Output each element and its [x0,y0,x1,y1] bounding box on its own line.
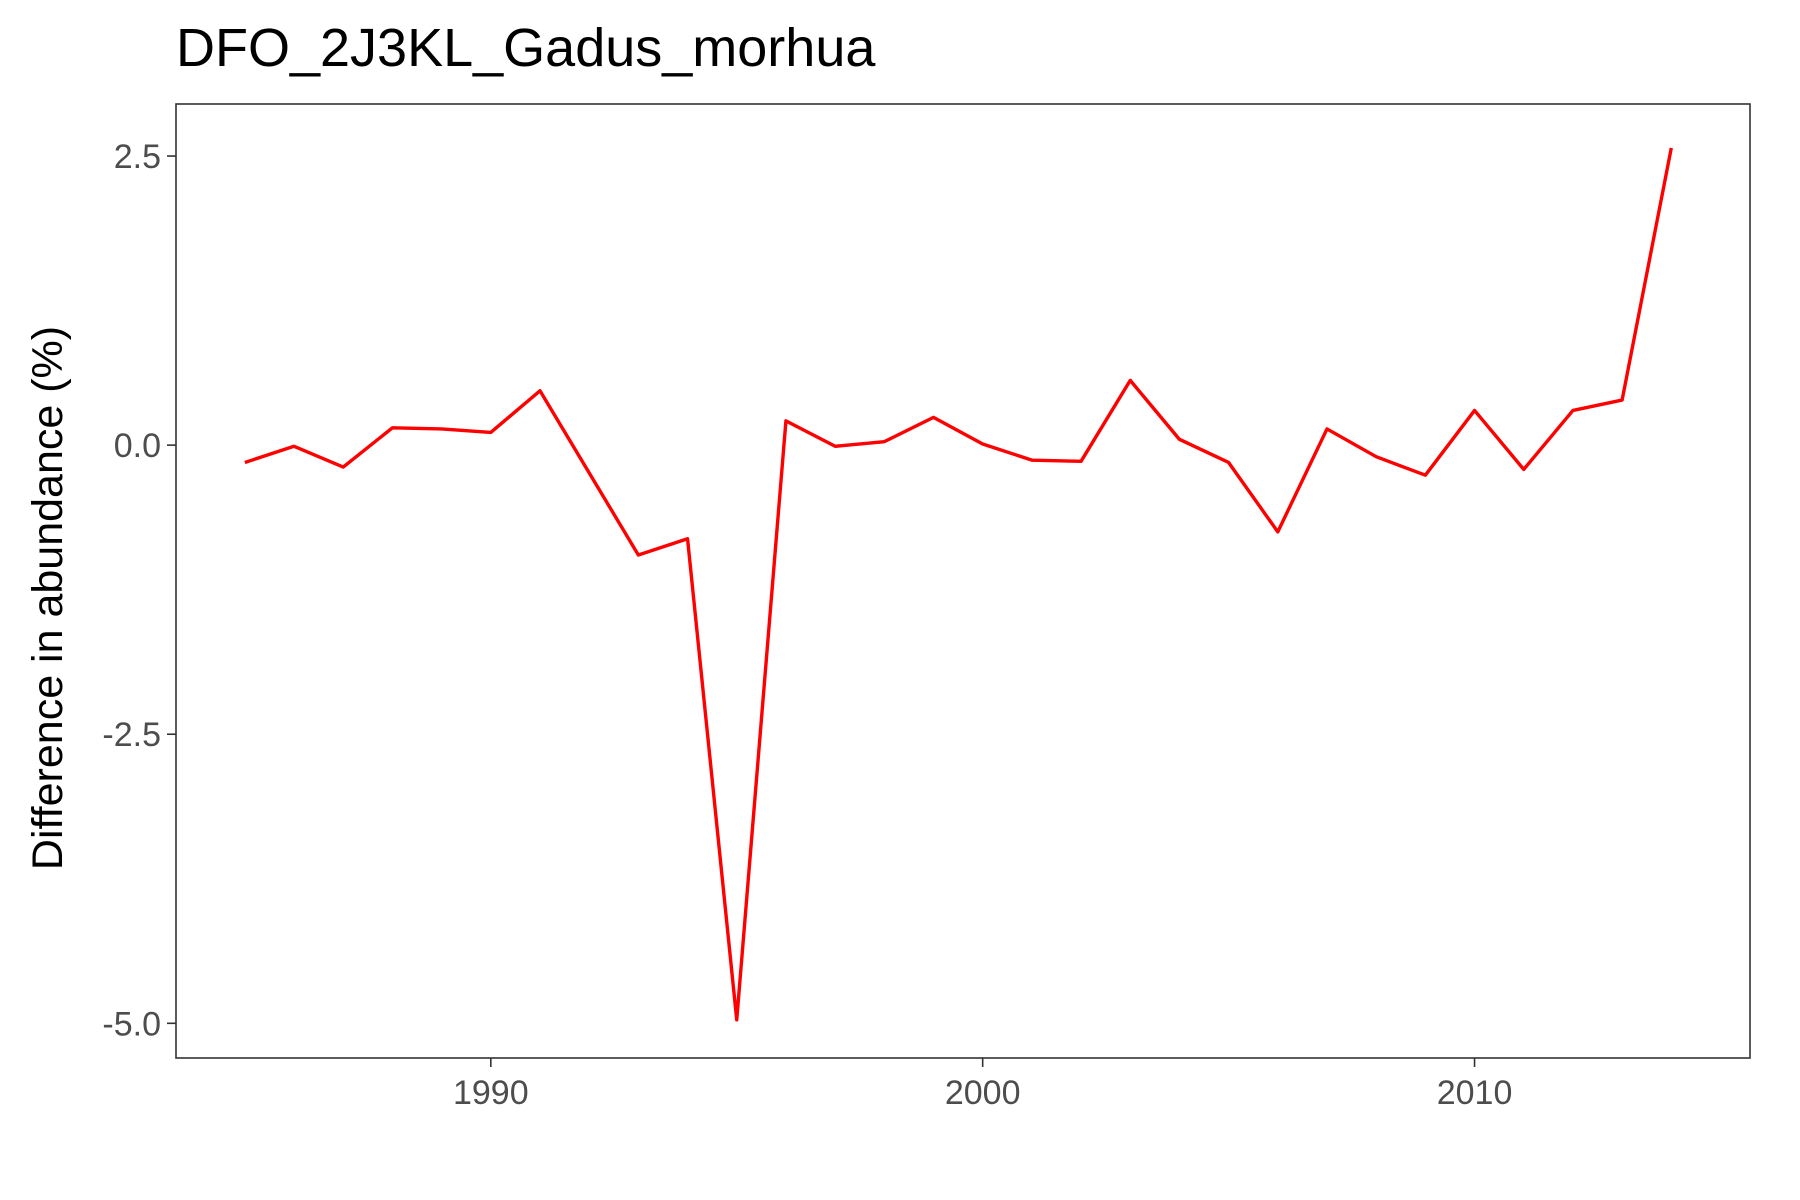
chart-title: DFO_2J3KL_Gadus_morhua [176,18,876,78]
y-tick-label: 2.5 [114,138,161,176]
x-tick-label: 1990 [453,1074,529,1112]
plot-panel [175,103,1751,1059]
x-tick-label: 2010 [1437,1074,1513,1112]
x-tick-label: 2000 [945,1074,1021,1112]
series-group [244,147,1673,1022]
y-tick-label: -5.0 [102,1005,161,1043]
x-axis: 1990 2000 2010 [453,1058,1512,1112]
y-tick-label: -2.5 [102,716,161,754]
y-axis-label: Difference in abundance (%) [24,326,72,870]
series-line [244,147,1673,1022]
y-tick-label: 0.0 [114,427,161,465]
y-axis: 2.5 0.0 -2.5 -5.0 [102,138,176,1043]
